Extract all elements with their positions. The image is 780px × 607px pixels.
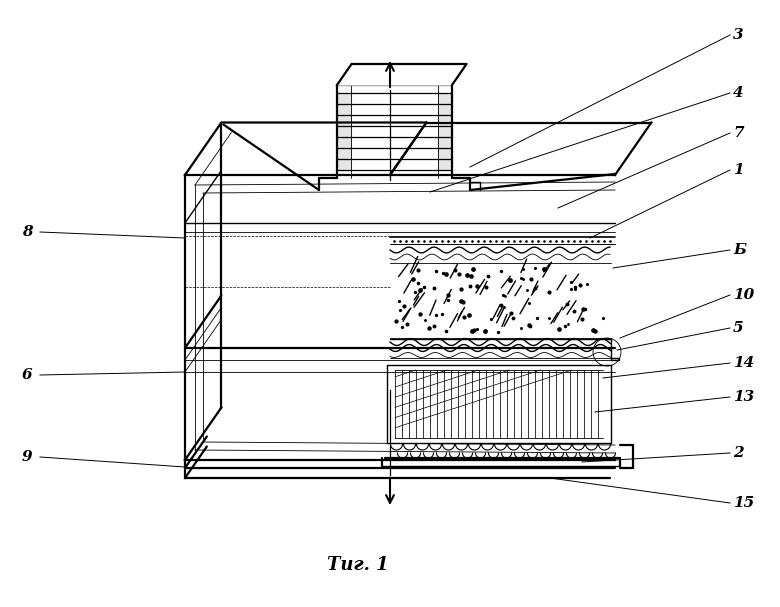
- Polygon shape: [337, 126, 351, 137]
- Text: 10: 10: [733, 288, 754, 302]
- Polygon shape: [438, 137, 452, 148]
- Text: 7: 7: [733, 126, 743, 140]
- Polygon shape: [337, 115, 351, 126]
- Polygon shape: [185, 123, 427, 175]
- Text: 2: 2: [733, 446, 743, 460]
- Text: 8: 8: [22, 225, 33, 239]
- Text: 6: 6: [22, 368, 33, 382]
- Polygon shape: [337, 159, 351, 170]
- Text: 13: 13: [733, 390, 754, 404]
- Polygon shape: [438, 159, 452, 170]
- Text: 1: 1: [733, 163, 743, 177]
- Polygon shape: [438, 93, 452, 104]
- Text: 15: 15: [733, 496, 754, 510]
- Polygon shape: [337, 148, 351, 159]
- Polygon shape: [337, 137, 351, 148]
- Polygon shape: [337, 93, 351, 104]
- Text: 9: 9: [22, 450, 33, 464]
- Text: 4: 4: [733, 86, 743, 100]
- Text: 5: 5: [733, 321, 743, 335]
- Polygon shape: [438, 115, 452, 126]
- Polygon shape: [337, 104, 351, 115]
- Polygon shape: [438, 104, 452, 115]
- Text: Б: Б: [733, 243, 746, 257]
- Text: 14: 14: [733, 356, 754, 370]
- Polygon shape: [337, 64, 466, 85]
- Polygon shape: [438, 148, 452, 159]
- Polygon shape: [438, 126, 452, 137]
- Text: Τиг. 1: Τиг. 1: [327, 556, 388, 574]
- Text: 3: 3: [733, 28, 743, 42]
